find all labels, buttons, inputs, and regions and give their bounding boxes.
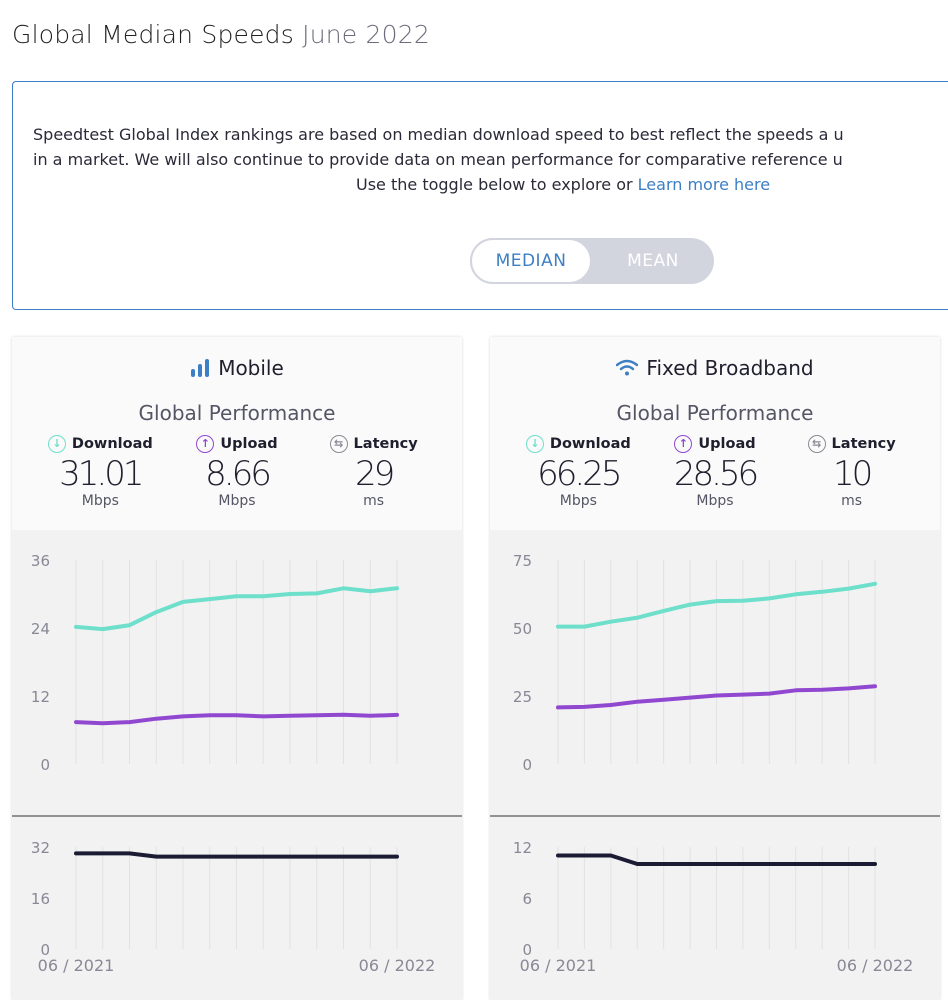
- upload-icon: ↑: [674, 435, 693, 453]
- download-stat: ↓ Download 66.25 Mbps: [518, 435, 638, 509]
- stat-unit: Mbps: [218, 493, 256, 509]
- y-tick-label: 0: [522, 756, 532, 774]
- x-tick-label: 06 / 2021: [38, 956, 115, 975]
- stat-unit: ms: [363, 493, 385, 509]
- fixed-broadband-chart: 0 25 50 75 0 6 12 06 / 2021 06 / 2022: [490, 530, 940, 1000]
- speed-series-1-line: [556, 684, 877, 710]
- learn-more-link[interactable]: Learn more here: [637, 175, 771, 194]
- card-title: Mobile: [12, 337, 462, 383]
- y-tick-label: 75: [513, 552, 532, 570]
- latency-icon: ⇆: [329, 435, 348, 453]
- mobile-chart: 0 12 24 36 0 16 32 06 / 2021 06 / 2022: [12, 530, 462, 1000]
- x-tick-label: 06 / 2022: [359, 956, 436, 975]
- fixed-broadband-card: Fixed Broadband Global Performance ↓ Down…: [490, 337, 940, 1000]
- y-tick-label: 16: [31, 890, 50, 908]
- speed-series-0-line: [556, 581, 877, 629]
- page-title: Global Median Speeds June 2022: [12, 20, 430, 49]
- toggle-median[interactable]: MEDIAN: [470, 238, 592, 284]
- upload-stat: ↑ Upload 28.56 Mbps: [655, 435, 775, 509]
- stat-unit: Mbps: [81, 493, 119, 509]
- info-text-line: Speedtest Global Index rankings are base…: [33, 125, 844, 144]
- download-icon: ↓: [525, 435, 544, 453]
- mobile-card: Mobile Global Performance ↓ Download 31.01…: [12, 337, 462, 1000]
- x-tick-label: 06 / 2022: [837, 956, 914, 975]
- wifi-icon: [616, 359, 639, 376]
- info-text-line: Use the toggle below to explore or Learn…: [33, 172, 948, 197]
- stat-unit: Mbps: [696, 493, 734, 509]
- section-title: Global Performance: [616, 401, 814, 425]
- info-box: Speedtest Global Index rankings are base…: [12, 81, 948, 310]
- stat-value: 8.66: [205, 454, 272, 494]
- median-mean-toggle[interactable]: MEDIAN MEAN: [470, 238, 714, 284]
- y-tick-label: 36: [31, 552, 50, 570]
- section-title: Global Performance: [138, 401, 336, 425]
- upload-icon: ↑: [196, 435, 215, 453]
- speed-series-0-line: [74, 586, 399, 632]
- stat-unit: Mbps: [559, 493, 597, 509]
- card-title-text: Mobile: [218, 356, 284, 380]
- y-tick-label: 12: [513, 839, 532, 857]
- y-tick-label: 0: [522, 941, 532, 959]
- info-text-line: in a market. We will also continue to pr…: [33, 150, 843, 169]
- card-title: Fixed Broadband: [490, 337, 940, 383]
- stat-label: Upload: [220, 436, 278, 452]
- stat-label: Latency: [353, 436, 418, 452]
- stat-value: 66.25: [537, 454, 622, 494]
- y-tick-label: 6: [522, 890, 532, 908]
- speed-series-1-line: [74, 712, 399, 726]
- stat-unit: ms: [841, 493, 863, 509]
- stat-label: Download: [71, 436, 153, 452]
- title-date: June 2022: [302, 20, 430, 49]
- y-tick-label: 25: [513, 688, 532, 706]
- stat-value: 28.56: [673, 454, 759, 494]
- download-stat: ↓ Download 31.01 Mbps: [40, 435, 160, 509]
- info-text: Use the toggle below to explore or: [356, 175, 638, 194]
- stat-value: 31.01: [59, 454, 144, 494]
- y-tick-label: 32: [31, 839, 50, 857]
- signal-bars-icon: [191, 359, 210, 377]
- y-tick-label: 0: [40, 756, 50, 774]
- stat-label: Upload: [698, 436, 756, 452]
- stat-value: 29: [355, 454, 395, 494]
- y-tick-label: 50: [513, 620, 532, 638]
- y-tick-label: 12: [31, 688, 50, 706]
- upload-stat: ↑ Upload 8.66 Mbps: [177, 435, 297, 509]
- x-tick-label: 06 / 2021: [520, 956, 597, 975]
- chart-background: [490, 530, 940, 1000]
- latency-stat: ⇆ Latency 10 ms: [792, 435, 912, 509]
- stat-label: Latency: [831, 436, 896, 452]
- stat-label: Download: [549, 436, 631, 452]
- download-icon: ↓: [47, 435, 66, 453]
- stat-value: 10: [833, 454, 873, 494]
- y-tick-label: 24: [31, 620, 50, 638]
- title-text: Global Median Speeds: [12, 20, 294, 49]
- latency-series-0-line: [74, 851, 399, 859]
- latency-stat: ⇆ Latency 29 ms: [314, 435, 434, 509]
- y-tick-label: 0: [40, 941, 50, 959]
- latency-icon: ⇆: [807, 435, 826, 453]
- card-title-text: Fixed Broadband: [646, 356, 814, 380]
- toggle-mean[interactable]: MEAN: [627, 251, 679, 271]
- latency-series-0-line: [556, 853, 877, 866]
